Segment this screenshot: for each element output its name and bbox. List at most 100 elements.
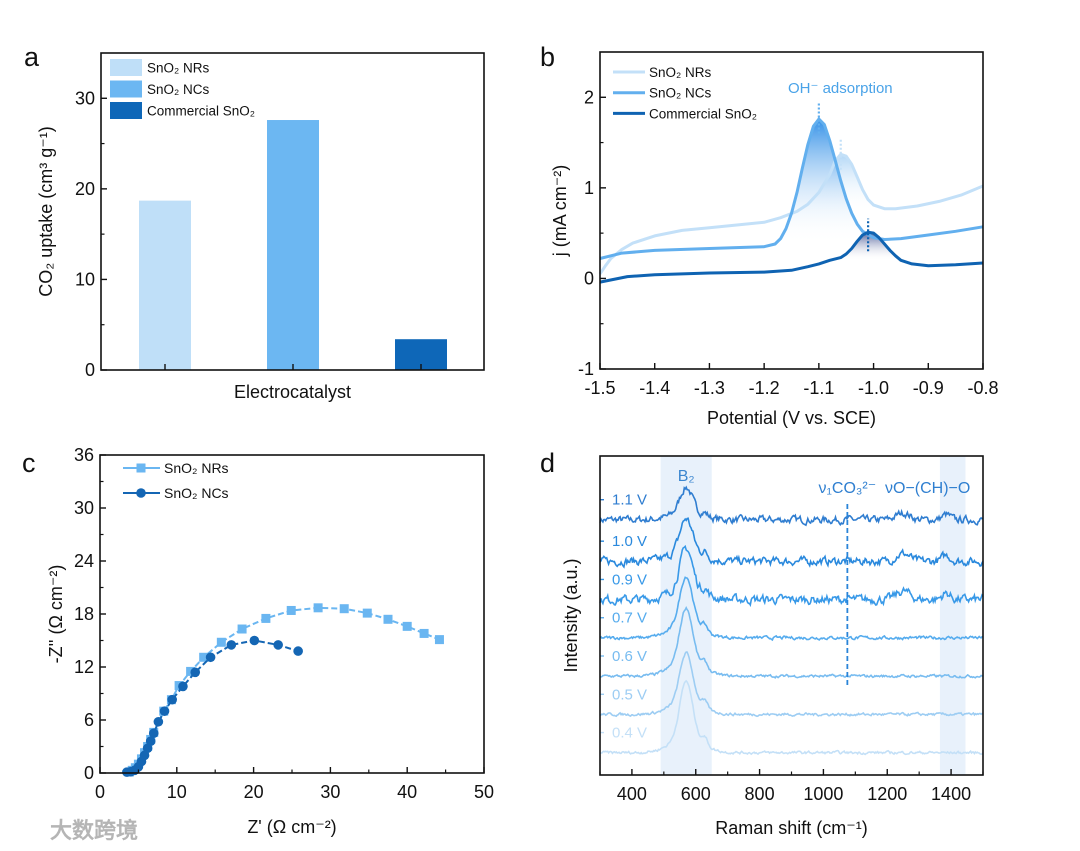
data-point	[178, 681, 188, 692]
x-tick-label: 1400	[931, 784, 971, 804]
x-axis-title: Z' (Ω cm⁻²)	[247, 817, 336, 837]
data-point	[286, 605, 296, 615]
bar	[267, 120, 319, 370]
y-tick-label: 0	[584, 268, 594, 288]
plot-frame	[599, 455, 984, 776]
voltage-label: 0.9 V	[612, 571, 647, 588]
panel-label: a	[24, 42, 40, 72]
data-point	[153, 716, 164, 727]
legend-swatch	[110, 102, 142, 119]
data-point	[339, 604, 349, 614]
y-axis-title: CO₂ uptake (cm³ g⁻¹)	[36, 126, 56, 297]
data-point	[145, 736, 156, 746]
panel-b: b -1 0 1 2 -1.5 -1.4 -1.3 -1.2 -1.1 -1.0 -0.9 -0.8 Po…	[540, 42, 999, 428]
legend-marker	[136, 488, 146, 498]
panel-d: d B₂ 1.1 V 1.0 V 0.9 V 0.7 V 0.6 V 0.5 V 0.4 V ν₁…	[540, 448, 984, 838]
voltage-label: 0.4 V	[612, 725, 647, 742]
data-point	[383, 614, 393, 624]
raman-spectrum	[599, 517, 984, 569]
raman-spectrum	[599, 544, 984, 608]
x-tick-label: -1.3	[694, 378, 725, 398]
x-tick-label: 1200	[867, 784, 907, 804]
x-tick-label: -0.9	[913, 378, 944, 398]
panel-a: a 0 10 20 30 Electrocatalyst CO₂ uptake (cm³ g…	[24, 42, 485, 402]
panel-label: c	[22, 448, 36, 478]
voltage-label: 1.1 V	[612, 492, 647, 509]
x-tick-label: -1.5	[584, 378, 615, 398]
panel-c: c 0 6 12 18 24 30 36 0 10 20 30 40 50 Z' (Ω cm⁻²) -Z'' …	[22, 445, 494, 837]
legend-label: SnO₂ NRs	[147, 61, 210, 76]
x-tick-label: 50	[474, 782, 494, 802]
band-label: B₂	[678, 468, 695, 485]
x-tick-label: 800	[745, 784, 775, 804]
y-tick-label: -1	[578, 359, 594, 379]
data-point	[402, 621, 412, 631]
highlight-band	[660, 456, 712, 775]
panel-label: b	[540, 42, 555, 72]
data-point	[216, 637, 226, 647]
peak-shading	[840, 232, 901, 261]
data-point	[434, 635, 444, 645]
x-axis-title: Potential (V vs. SCE)	[707, 408, 876, 428]
x-tick-label: 1000	[803, 784, 843, 804]
x-tick-label: 10	[167, 782, 187, 802]
raman-spectrum	[599, 576, 984, 642]
x-tick-label: 0	[95, 782, 105, 802]
legend-label: Commercial SnO₂	[147, 104, 255, 119]
legend-label: SnO₂ NCs	[649, 86, 712, 101]
legend-swatch	[110, 59, 142, 76]
legend-label: SnO₂ NRs	[649, 65, 712, 80]
legend-marker	[136, 463, 146, 473]
marker-label: νO−(CH)−O	[885, 480, 970, 497]
watermark: 大数跨境	[50, 818, 138, 843]
y-tick-label: 6	[84, 710, 94, 730]
x-tick-label: -1.4	[639, 378, 670, 398]
x-axis-title: Raman shift (cm⁻¹)	[715, 818, 868, 838]
y-tick-label: 18	[74, 604, 94, 624]
marker-label: ν₁CO₃²⁻	[819, 480, 877, 497]
data-point	[362, 608, 372, 618]
data-point	[190, 667, 201, 678]
x-tick-label: -1.2	[749, 378, 780, 398]
legend-label: SnO₂ NRs	[164, 460, 229, 476]
raman-spectrum	[599, 651, 984, 718]
x-tick-label: 400	[617, 784, 647, 804]
raman-spectrum	[599, 606, 984, 679]
series-line	[599, 230, 984, 284]
voltage-label: 0.7 V	[612, 610, 647, 627]
x-axis-title: Electrocatalyst	[234, 382, 351, 402]
x-tick-label: 30	[320, 782, 340, 802]
legend-label: Commercial SnO₂	[649, 106, 757, 121]
panel-label: d	[540, 448, 555, 478]
data-point	[159, 706, 170, 716]
data-point	[237, 624, 247, 634]
y-tick-label: 20	[75, 179, 95, 199]
y-tick-label: 30	[75, 88, 95, 108]
data-point	[226, 640, 237, 650]
voltage-label: 0.5 V	[612, 686, 647, 703]
x-tick-label: -1.0	[858, 378, 889, 398]
data-point	[293, 646, 303, 656]
y-tick-label: 10	[75, 269, 95, 289]
raman-spectrum	[599, 679, 984, 756]
data-point	[205, 652, 216, 663]
series-line	[598, 152, 984, 275]
y-tick-label: 0	[85, 360, 95, 380]
y-tick-label: 30	[74, 498, 94, 518]
y-tick-label: 36	[74, 445, 94, 465]
data-point	[148, 728, 159, 739]
x-tick-label: 600	[681, 784, 711, 804]
data-point	[199, 652, 209, 662]
voltage-label: 1.0 V	[612, 533, 647, 550]
legend-swatch	[110, 80, 142, 98]
x-tick-label: -1.1	[803, 378, 834, 398]
annotation-label: OH⁻ adsorption	[788, 80, 893, 97]
y-axis-title: j (mA cm⁻²)	[550, 165, 570, 258]
highlight-band	[939, 456, 966, 775]
bar	[139, 200, 191, 370]
y-tick-label: 1	[584, 178, 594, 198]
y-tick-label: 2	[584, 87, 594, 107]
y-axis-title: Intensity (a.u.)	[561, 558, 581, 672]
voltage-label: 0.6 V	[612, 648, 647, 665]
